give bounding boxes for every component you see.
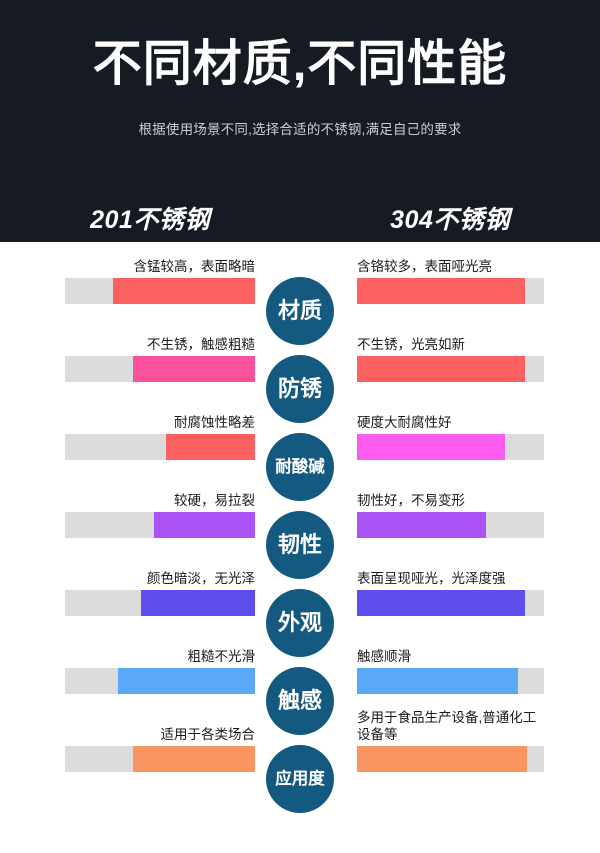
column-header-201: 201不锈钢 [90, 206, 210, 234]
property-badge-label: 触感 [277, 688, 322, 713]
row-right-304: 不生锈，光亮如新 [357, 336, 544, 382]
row-right-bar-fill [357, 434, 505, 460]
row-left-bar-fill [112, 278, 255, 304]
property-badge: 外观 [266, 589, 334, 657]
row-left-bar-track [65, 746, 255, 772]
row-right-bar-fill [357, 668, 518, 694]
comparison-row: 较硬，易拉裂 韧性好，不易变形 [0, 492, 600, 570]
row-left-201: 适用于各类场合 [65, 726, 255, 772]
row-right-bar-track [357, 668, 544, 694]
property-badge-label: 防锈 [277, 376, 322, 401]
row-right-description: 硬度大耐腐性好 [357, 415, 452, 430]
row-right-bar-track [357, 278, 544, 304]
row-right-304: 含铬较多，表面哑光亮 [357, 258, 544, 304]
row-left-bar-fill [154, 512, 255, 538]
row-left-201: 不生锈，触感粗糙 [65, 336, 255, 382]
property-badge: 应用度 [266, 745, 334, 813]
row-left-bar-track [65, 278, 255, 304]
row-right-bar-fill [357, 356, 526, 382]
row-right-304: 触感顺滑 [357, 648, 544, 694]
row-right-description: 含铬较多，表面哑光亮 [357, 259, 492, 274]
row-left-bar-fill [133, 746, 255, 772]
row-left-bar-track [65, 590, 255, 616]
comparison-row: 适用于各类场合 多用于食品生产设备,普通化工设备等 [0, 710, 600, 804]
row-left-201: 耐腐蚀性略差 [65, 414, 255, 460]
page-subtitle: 根据使用场景不同,选择合适的不锈钢,满足自己的要求 [138, 122, 462, 137]
column-header-304: 304不锈钢 [390, 206, 510, 234]
row-left-201: 颜色暗淡，无光泽 [65, 570, 255, 616]
row-right-bar-fill [357, 746, 528, 772]
row-left-201: 粗糙不光滑 [65, 648, 255, 694]
comparison-row: 耐腐蚀性略差 硬度大耐腐性好 [0, 414, 600, 492]
row-right-bar-track [357, 746, 544, 772]
property-badge-label: 韧性 [277, 532, 322, 557]
property-badge-label: 外观 [277, 610, 322, 635]
row-left-description: 较硬，易拉裂 [174, 493, 255, 508]
row-right-304: 多用于食品生产设备,普通化工设备等 [357, 709, 544, 772]
comparison-row: 颜色暗淡，无光泽 表面呈现哑光，光泽度强 [0, 570, 600, 648]
property-badge-label: 应用度 [275, 769, 325, 788]
row-left-bar-fill [141, 590, 255, 616]
row-left-description: 适用于各类场合 [160, 727, 256, 742]
property-badge: 触感 [266, 667, 334, 735]
row-left-description: 含锰较高，表面略暗 [133, 259, 256, 274]
row-right-bar-fill [357, 512, 487, 538]
row-right-description: 不生锈，光亮如新 [357, 337, 465, 352]
row-left-bar-fill [118, 668, 255, 694]
row-left-bar-fill [165, 434, 255, 460]
row-right-304: 硬度大耐腐性好 [357, 414, 544, 460]
row-right-bar-track [357, 434, 544, 460]
row-right-bar-track [357, 512, 544, 538]
row-left-201: 较硬，易拉裂 [65, 492, 255, 538]
row-right-bar-fill [357, 278, 526, 304]
row-left-bar-track [65, 668, 255, 694]
comparison-row: 不生锈，触感粗糙 不生锈，光亮如新 [0, 336, 600, 414]
row-left-bar-track [65, 356, 255, 382]
row-left-201: 含锰较高，表面略暗 [65, 258, 255, 304]
row-right-304: 韧性好，不易变形 [357, 492, 544, 538]
row-right-description: 表面呈现哑光，光泽度强 [357, 571, 506, 586]
header-banner: 不同材质,不同性能 根据使用场景不同,选择合适的不锈钢,满足自己的要求 201不… [0, 0, 600, 242]
row-left-bar-track [65, 512, 255, 538]
property-badge: 韧性 [266, 511, 334, 579]
row-right-bar-fill [357, 590, 526, 616]
row-left-description: 粗糙不光滑 [187, 649, 256, 664]
row-left-description: 不生锈，触感粗糙 [147, 337, 255, 352]
property-badge: 防锈 [266, 355, 334, 423]
row-right-bar-track [357, 590, 544, 616]
property-badge-label: 耐酸碱 [275, 457, 325, 476]
row-right-description: 多用于食品生产设备,普通化工设备等 [357, 710, 537, 742]
row-left-bar-track [65, 434, 255, 460]
page-title: 不同材质,不同性能 [92, 37, 508, 91]
row-right-304: 表面呈现哑光，光泽度强 [357, 570, 544, 616]
comparison-row: 粗糙不光滑 触感顺滑 [0, 648, 600, 726]
row-right-bar-track [357, 356, 544, 382]
property-badge: 耐酸碱 [266, 433, 334, 501]
row-left-description: 颜色暗淡，无光泽 [147, 571, 255, 586]
comparison-row: 含锰较高，表面略暗 含铬较多，表面哑光亮 [0, 258, 600, 336]
row-right-description: 触感顺滑 [357, 649, 411, 664]
property-badge: 材质 [266, 277, 334, 345]
comparison-rows: 含锰较高，表面略暗 含铬较多，表面哑光亮材质不生锈，触感粗糙 不生锈，光亮如新防锈耐… [0, 242, 600, 853]
row-right-description: 韧性好，不易变形 [357, 493, 465, 508]
row-left-bar-fill [133, 356, 255, 382]
row-left-description: 耐腐蚀性略差 [174, 415, 255, 430]
property-badge-label: 材质 [277, 298, 322, 323]
